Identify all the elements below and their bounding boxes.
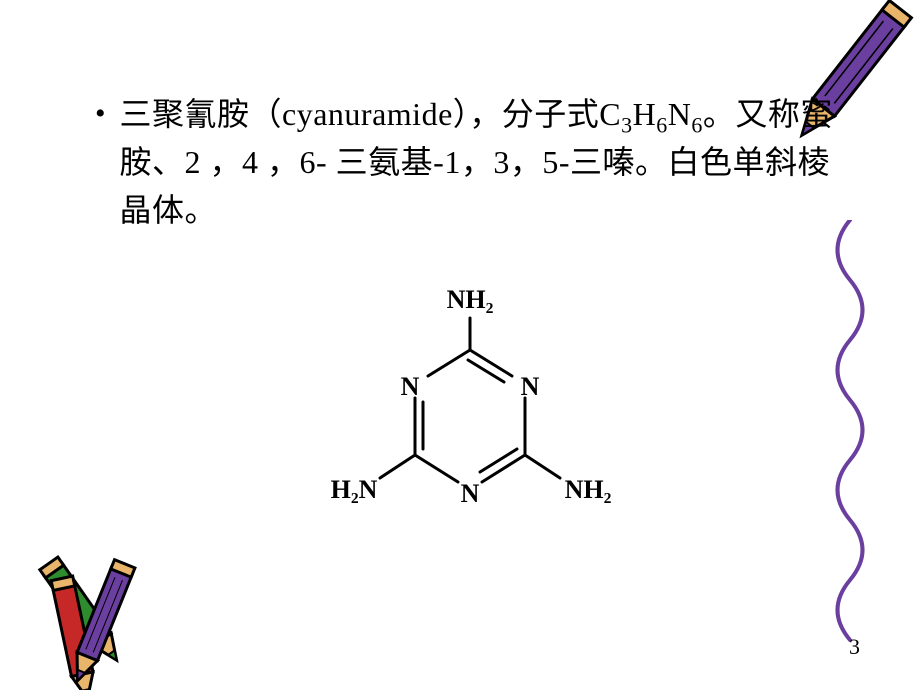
mol-label-bm: N (461, 479, 480, 508)
molecule-diagram: NH₂ N N N H₂N NH₂ (320, 280, 620, 550)
page-number: 3 (849, 634, 860, 660)
mol-label-ul: N (401, 372, 420, 401)
slide-body: • 三聚氰胺（cyanuramide），分子式C3H6N6。又称蜜胺、2 ，4 … (95, 90, 835, 234)
mol-label-bl: H₂N (331, 475, 378, 504)
crayons-bottom-left-icon (0, 520, 220, 690)
mol-label-top: NH₂ (447, 285, 494, 314)
squiggle-icon (815, 220, 885, 660)
bullet-marker: • (95, 90, 106, 138)
mol-label-ur: N (521, 372, 540, 401)
mol-label-br: NH₂ (565, 475, 612, 504)
bullet-text: 三聚氰胺（cyanuramide），分子式C3H6N6。又称蜜胺、2 ，4 ，6… (120, 90, 835, 234)
